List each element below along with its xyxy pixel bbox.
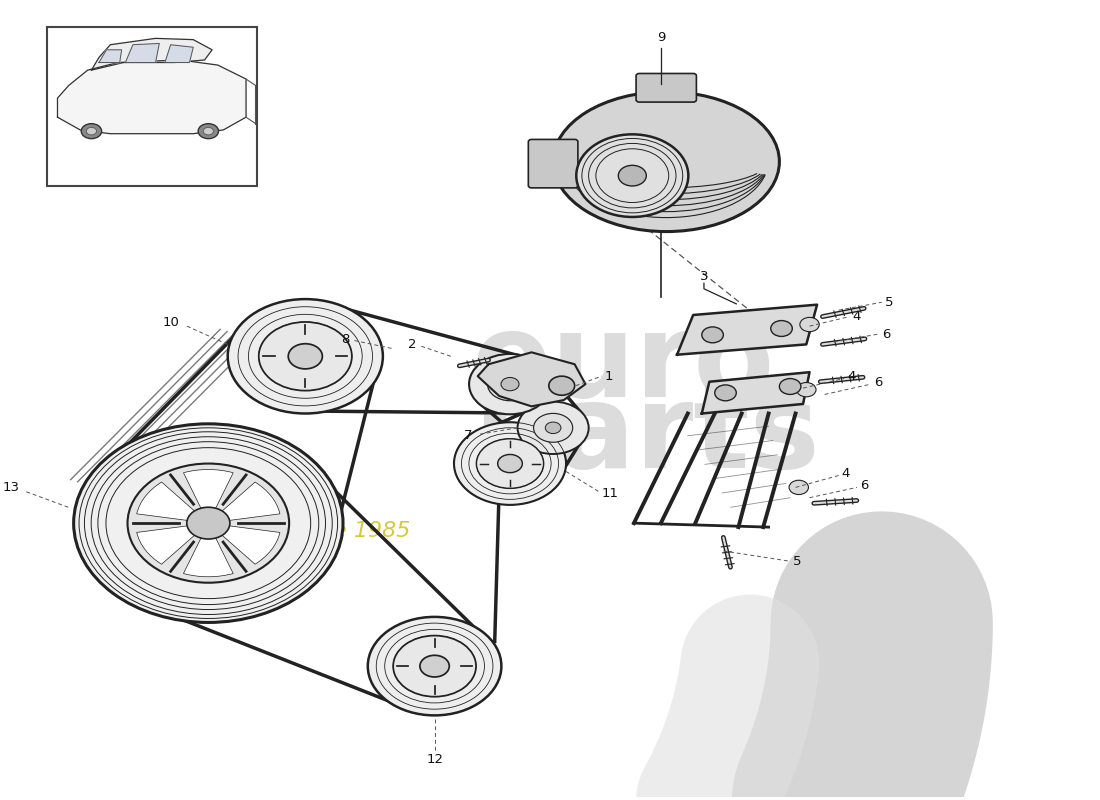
Polygon shape bbox=[165, 45, 194, 62]
Circle shape bbox=[81, 124, 101, 138]
Text: 12: 12 bbox=[426, 753, 443, 766]
Circle shape bbox=[702, 327, 724, 342]
Polygon shape bbox=[676, 305, 817, 354]
Circle shape bbox=[500, 378, 519, 390]
Wedge shape bbox=[184, 523, 233, 577]
Polygon shape bbox=[477, 352, 585, 406]
Text: 4: 4 bbox=[842, 467, 850, 480]
Text: 8: 8 bbox=[341, 333, 350, 346]
Circle shape bbox=[715, 385, 736, 401]
Text: 4: 4 bbox=[847, 370, 856, 383]
Text: Parts: Parts bbox=[472, 378, 821, 494]
Circle shape bbox=[476, 438, 543, 488]
Circle shape bbox=[204, 127, 213, 135]
Circle shape bbox=[187, 507, 230, 539]
Text: 4: 4 bbox=[852, 310, 861, 323]
Polygon shape bbox=[125, 43, 160, 62]
Circle shape bbox=[487, 367, 532, 401]
Text: 13: 13 bbox=[3, 481, 20, 494]
Circle shape bbox=[469, 354, 551, 414]
Ellipse shape bbox=[553, 92, 780, 231]
Circle shape bbox=[128, 463, 289, 582]
Text: 3: 3 bbox=[700, 270, 708, 283]
Text: euro: euro bbox=[472, 306, 776, 422]
Circle shape bbox=[549, 376, 574, 395]
Circle shape bbox=[780, 378, 801, 394]
Circle shape bbox=[288, 344, 322, 369]
FancyBboxPatch shape bbox=[528, 139, 578, 188]
Wedge shape bbox=[136, 523, 208, 564]
Circle shape bbox=[534, 414, 573, 442]
Text: 10: 10 bbox=[163, 317, 179, 330]
Circle shape bbox=[86, 127, 97, 135]
Circle shape bbox=[618, 166, 647, 186]
Wedge shape bbox=[184, 470, 233, 523]
Circle shape bbox=[796, 382, 816, 397]
Circle shape bbox=[454, 422, 566, 505]
Wedge shape bbox=[208, 523, 280, 564]
Circle shape bbox=[497, 454, 522, 473]
Circle shape bbox=[420, 655, 449, 677]
Wedge shape bbox=[208, 482, 280, 523]
Circle shape bbox=[518, 402, 589, 454]
Bar bbox=[46, 26, 256, 186]
Text: 1: 1 bbox=[605, 370, 614, 382]
Polygon shape bbox=[99, 50, 122, 62]
FancyBboxPatch shape bbox=[636, 74, 696, 102]
Circle shape bbox=[789, 480, 808, 494]
Text: a passion for parts since 1985: a passion for parts since 1985 bbox=[74, 521, 410, 541]
Text: 6: 6 bbox=[860, 479, 869, 492]
Text: 6: 6 bbox=[882, 327, 890, 341]
Polygon shape bbox=[57, 60, 246, 134]
Polygon shape bbox=[702, 372, 810, 414]
Circle shape bbox=[74, 424, 343, 622]
Circle shape bbox=[228, 299, 383, 414]
Text: 7: 7 bbox=[464, 430, 472, 442]
Circle shape bbox=[800, 318, 820, 332]
Text: 5: 5 bbox=[793, 554, 802, 568]
Text: 6: 6 bbox=[874, 376, 882, 389]
Text: 9: 9 bbox=[657, 31, 665, 44]
Text: 2: 2 bbox=[408, 338, 416, 351]
Wedge shape bbox=[136, 482, 208, 523]
Circle shape bbox=[198, 124, 219, 138]
Text: 5: 5 bbox=[886, 296, 893, 309]
Circle shape bbox=[393, 636, 476, 697]
Text: 11: 11 bbox=[602, 487, 618, 500]
Polygon shape bbox=[91, 38, 212, 70]
Circle shape bbox=[771, 321, 792, 337]
Circle shape bbox=[546, 422, 561, 434]
Circle shape bbox=[258, 322, 352, 390]
Circle shape bbox=[367, 617, 502, 715]
Circle shape bbox=[576, 134, 689, 217]
